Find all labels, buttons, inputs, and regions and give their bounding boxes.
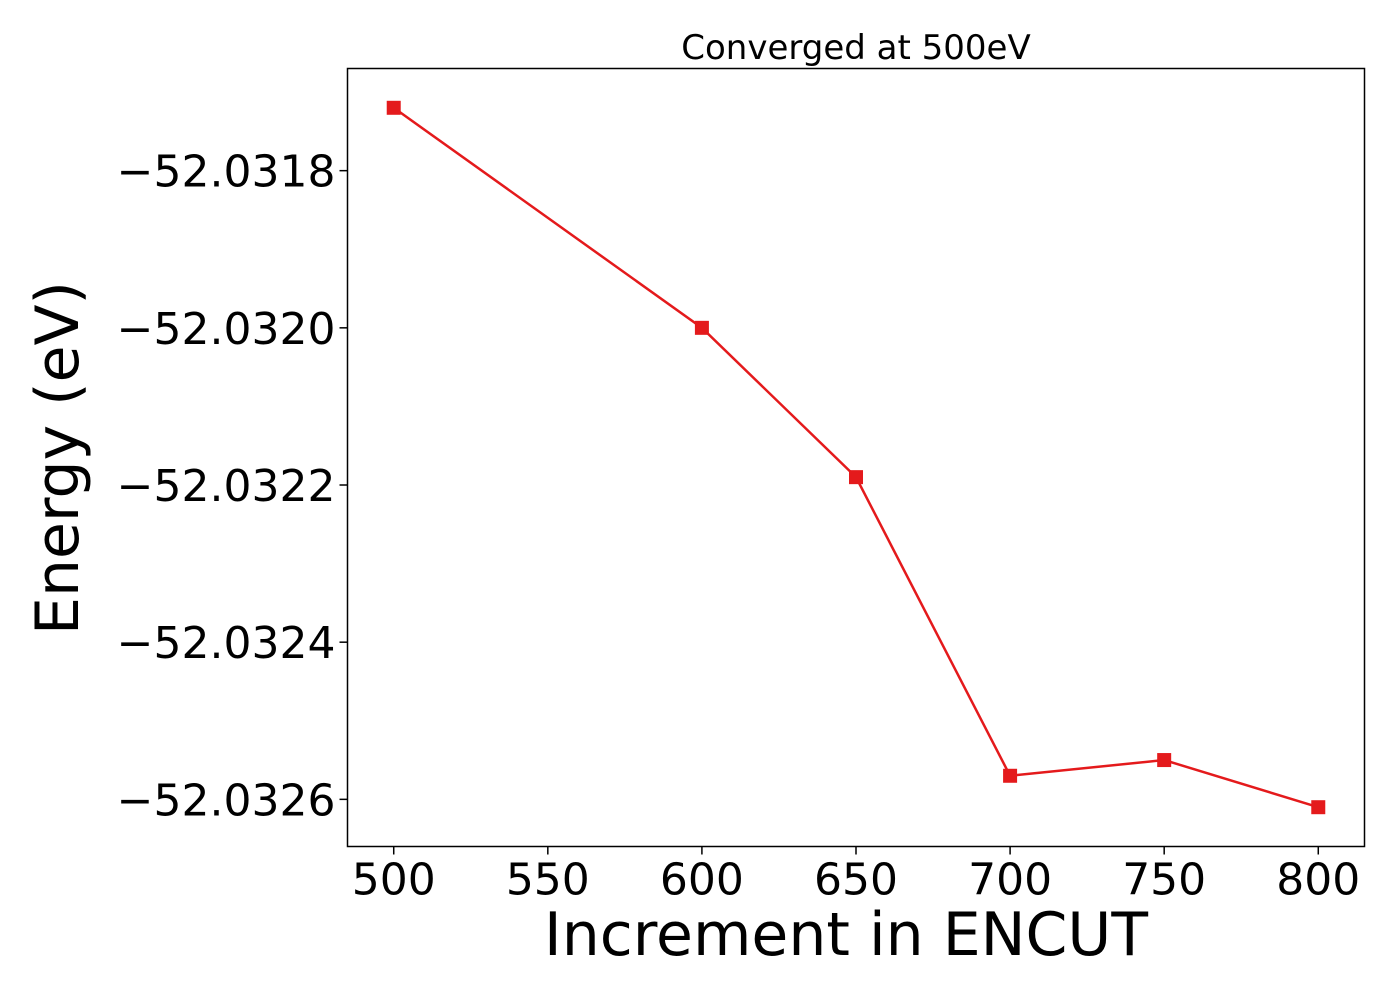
data-point-marker (1311, 800, 1326, 815)
y-tick-label: −52.0324 (117, 618, 336, 669)
y-tick-label: −52.0326 (117, 775, 336, 826)
x-tick-label: 550 (506, 855, 590, 906)
series-layer (386, 100, 1326, 815)
x-tick-label: 600 (660, 855, 744, 906)
data-point-marker (1157, 753, 1172, 768)
x-tick-label: 750 (1122, 855, 1206, 906)
x-tick-label: 500 (352, 855, 436, 906)
y-tick-label: −52.0320 (117, 304, 336, 355)
data-point-marker (849, 470, 863, 485)
y-axis: −52.0318 −52.0320 −52.0322 −52.0324 −52.0326 (117, 147, 348, 826)
data-point-marker (386, 100, 401, 115)
x-tick-label: 650 (814, 855, 898, 906)
series-line (393, 106, 1319, 809)
x-tick-label: 700 (968, 855, 1052, 906)
x-axis-title: Increment in ENCUT (544, 900, 1148, 970)
x-tick-label: 800 (1276, 855, 1360, 906)
y-tick-label: −52.0322 (117, 461, 336, 512)
x-axis: 500 550 600 650 700 750 800 (352, 846, 1360, 906)
y-axis-title: Energy (eV) (23, 281, 93, 635)
data-point-marker (1003, 768, 1018, 783)
y-tick-label: −52.0318 (117, 147, 336, 198)
data-point-marker (694, 320, 709, 335)
chart-title: Converged at 500eV (681, 28, 1030, 68)
